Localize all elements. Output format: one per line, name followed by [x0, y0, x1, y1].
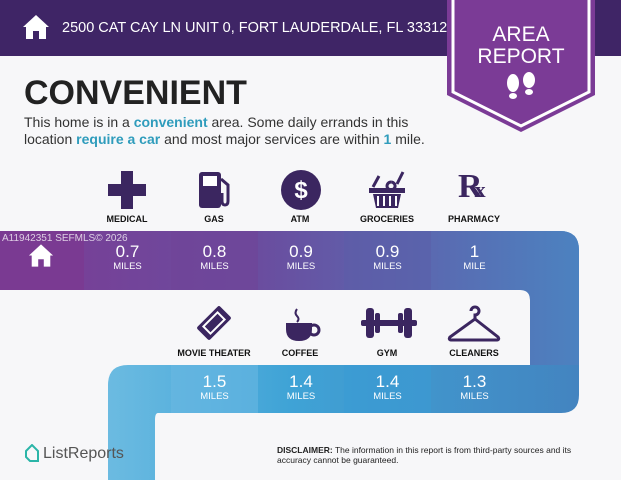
distance-cleaners: 1.3 MILES — [460, 372, 489, 403]
badge-line2: REPORT — [477, 45, 565, 68]
area-report-badge: AREA REPORT — [447, 0, 595, 132]
coffee-cup-icon — [286, 308, 321, 341]
ticket-icon — [197, 306, 231, 340]
property-address: 2500 CAT CAY LN UNIT 0, FORT LAUDERDALE,… — [62, 20, 448, 36]
label-gym: GYM — [376, 348, 398, 358]
distance-coffee: 1.4 MILES — [286, 372, 316, 403]
mls-watermark: A11942351 SEFMLS© 2026 — [2, 233, 128, 244]
distance-movie-theater: 1.5 MILES — [200, 372, 229, 403]
distance-atm: 0.9 MILES — [286, 242, 316, 273]
hanger-icon — [447, 305, 501, 342]
description: This home is in a convenient area. Some … — [24, 114, 425, 147]
label-cleaners: CLEANERS — [449, 348, 499, 358]
distance-medical: 0.7 MILES — [113, 242, 142, 273]
label-coffee: COFFEE — [281, 348, 319, 358]
distance-gas: 0.8 MILES — [200, 242, 229, 273]
badge-line1: AREA — [492, 23, 550, 46]
distance-gym: 1.4 MILES — [373, 372, 402, 403]
svg-text:$: $ — [294, 177, 308, 204]
label-movie-theater: MOVIE THEATER — [177, 348, 251, 358]
medical-cross-icon — [108, 171, 146, 209]
rx-icon: Rx — [458, 168, 486, 205]
disclaimer: DISCLAIMER: The information in this repo… — [277, 445, 572, 465]
page-title: CONVENIENT — [24, 74, 247, 112]
listreports-logo-icon — [25, 444, 39, 462]
label-gas: GAS — [204, 214, 224, 224]
logo-text: ListReports — [43, 444, 124, 462]
distance-pharmacy: 1 MILE — [463, 242, 486, 273]
label-pharmacy: PHARMACY — [447, 214, 500, 224]
distance-groceries: 0.9 MILES — [373, 242, 402, 273]
home-icon — [23, 15, 49, 39]
dollar-icon: $ — [281, 170, 321, 210]
label-atm: ATM — [290, 214, 310, 224]
gas-pump-icon — [199, 172, 230, 208]
listreports-logo: ListReports — [24, 444, 124, 463]
home-icon — [28, 244, 54, 267]
grocery-basket-icon — [369, 171, 405, 208]
label-groceries: GROCERIES — [359, 214, 414, 224]
dumbbell-icon — [361, 308, 417, 338]
footprints-icon — [507, 72, 535, 99]
label-medical: MEDICAL — [106, 214, 148, 224]
